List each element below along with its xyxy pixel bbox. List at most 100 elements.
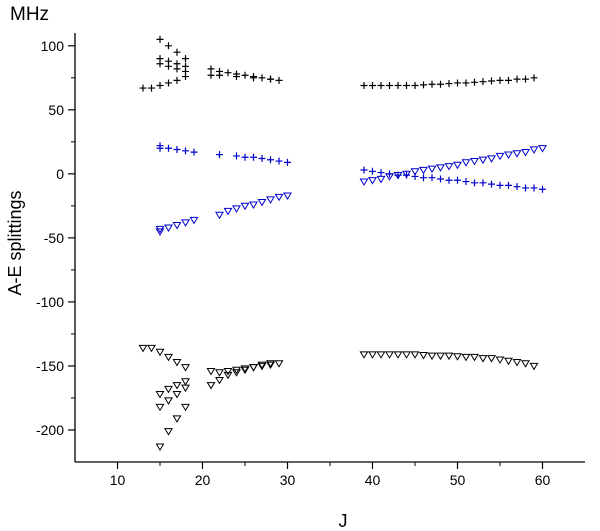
triangle-marker [393,172,403,180]
triangle-marker [206,367,216,376]
plus-marker [369,82,376,90]
plus-marker [182,147,189,155]
triangle-marker [155,391,165,399]
triangle-marker [257,361,267,370]
triangle-marker [164,397,173,405]
plus-marker [165,42,172,50]
triangle-marker [376,351,386,359]
triangle-marker [172,391,182,399]
triangle-marker [504,151,513,160]
axes [68,33,585,469]
plus-marker [241,153,249,161]
triangle-marker [257,198,267,207]
triangle-marker [172,382,182,390]
plus-marker [420,81,427,89]
triangle-marker [164,385,173,394]
triangle-marker [470,157,479,166]
plus-marker [156,60,164,68]
plus-marker [216,71,223,79]
triangle-marker [529,362,539,371]
triangle-marker [172,415,182,423]
triangle-marker [487,355,496,363]
triangle-marker [155,403,165,412]
triangle-marker [155,225,165,234]
plus-marker [233,73,240,81]
triangle-marker [249,364,258,372]
plus-marker [505,181,512,189]
triangle-marker [495,152,505,161]
triangle-marker [444,352,454,361]
plus-marker [173,146,181,154]
y-tick-label: 0 [56,166,64,182]
plus-marker [267,75,274,83]
triangle-marker [521,360,530,368]
plus-marker [420,174,427,182]
plus-marker [258,154,266,162]
triangle-marker [172,221,182,230]
plus-marker [267,156,274,164]
plus-marker [530,184,538,192]
triangle-marker [461,159,471,167]
plus-marker [250,74,257,82]
plus-marker [471,78,478,86]
triangle-marker [215,211,224,220]
triangle-marker [359,178,369,186]
triangle-marker [402,351,411,359]
plus-marker [207,65,215,73]
plus-marker [139,84,147,92]
triangle-marker [147,344,156,353]
plus-marker [479,179,487,187]
triangle-marker [419,166,428,175]
plus-marker [522,184,529,192]
plus-marker [445,80,453,88]
series-black-plus [139,35,538,92]
triangle-marker [249,201,258,209]
plus-marker [539,185,546,193]
triangle-marker [257,362,267,371]
triangle-marker [410,351,420,359]
plus-marker [377,169,385,177]
triangle-marker [521,148,530,157]
plus-marker [530,74,538,82]
triangle-marker [376,175,386,184]
plus-marker [488,180,495,188]
triangle-marker [155,228,165,236]
plus-marker [369,167,376,175]
plus-marker [148,84,155,92]
plus-marker [488,77,495,85]
triangle-marker [181,378,190,386]
plus-marker [522,75,529,83]
triangle-marker [444,163,454,171]
data-marks [138,35,547,452]
plus-marker [377,82,385,90]
y-tick-label: -50 [44,230,64,246]
triangle-marker [223,371,233,380]
triangle-marker [181,403,190,412]
plus-marker [462,79,470,87]
triangle-marker [385,351,394,359]
triangle-marker [393,351,403,359]
triangle-marker [189,216,199,225]
y-axis-title: A-E splittings [5,190,25,295]
unit-label: MHz [10,4,49,25]
plus-marker [156,144,164,152]
triangle-marker [436,352,445,361]
plus-marker [165,144,172,152]
x-axis-title: J [339,511,348,531]
triangle-marker [461,353,471,362]
triangle-marker [181,219,190,227]
triangle-marker [274,193,284,202]
triangle-marker [427,352,437,361]
triangle-marker [172,359,182,367]
plus-marker [165,79,172,87]
plus-marker [513,183,521,191]
triangle-marker [240,365,250,373]
plus-marker [258,74,266,82]
plus-marker [386,82,393,90]
plus-marker [496,181,504,189]
triangle-marker [368,177,377,185]
plus-marker [471,179,478,187]
plus-marker [241,71,249,79]
triangle-marker [402,170,411,179]
triangle-marker [215,376,224,385]
